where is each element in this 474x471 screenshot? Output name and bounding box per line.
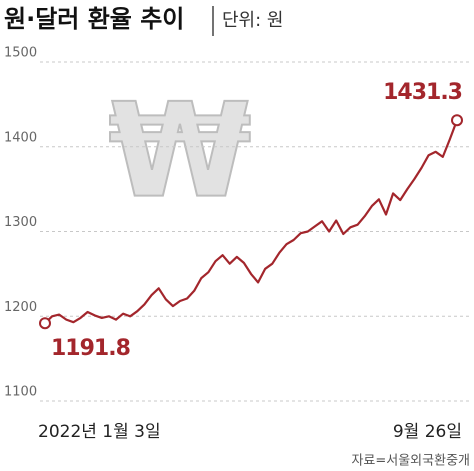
data-label: 1431.3	[383, 80, 462, 105]
end-marker	[451, 114, 463, 127]
y-tick-label: 1300	[4, 215, 37, 230]
chart-title: 원·달러 환율 추이	[4, 5, 184, 33]
end-marker	[39, 317, 51, 330]
data-label: 1191.8	[51, 336, 130, 361]
y-tick-label: 1500	[4, 46, 37, 61]
y-tick-label: 1200	[4, 300, 37, 315]
source: 자료=서울외국환중개	[351, 454, 470, 469]
x-tick-label: 9월 26일	[393, 422, 462, 442]
x-tick-label: 2022년 1월 3일	[38, 422, 161, 442]
line	[44, 119, 459, 324]
watermark: ₩	[108, 75, 251, 227]
y-tick-label: 1400	[4, 130, 37, 145]
chart-subtitle: 단위: 원	[222, 10, 283, 31]
y-tick-label: 1100	[4, 385, 37, 400]
